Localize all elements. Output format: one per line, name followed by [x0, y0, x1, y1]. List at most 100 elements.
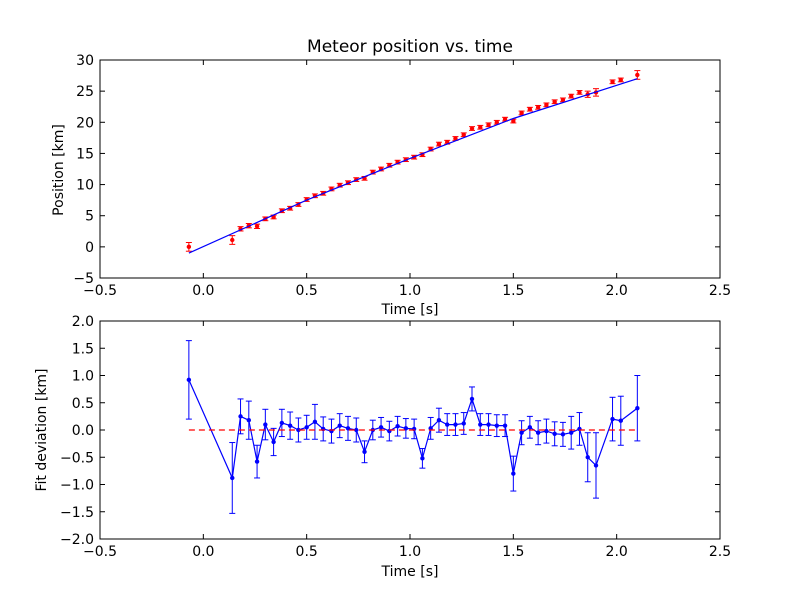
- position-data-point: [576, 90, 583, 95]
- marker: [552, 431, 557, 437]
- deviation-x-tick-label: 2.5: [709, 544, 731, 560]
- deviation-x-tick-label: 2.0: [606, 544, 628, 560]
- position-series-line: [188, 78, 638, 254]
- marker: [186, 377, 192, 383]
- position-data-point: [469, 126, 475, 131]
- marker: [519, 110, 524, 116]
- marker: [552, 99, 557, 104]
- marker: [354, 427, 359, 433]
- marker: [469, 126, 475, 131]
- position-y-tick-label: 5: [85, 209, 94, 225]
- position-data-point: [609, 79, 616, 85]
- deviation-data-point: [502, 414, 509, 438]
- deviation-x-tick-label: 0.5: [296, 544, 318, 560]
- deviation-data-point: [485, 413, 492, 436]
- marker: [453, 422, 458, 427]
- marker: [618, 77, 623, 83]
- position-axes-ticks: −0.5 0.0 0.5 1.0 1.5 2.0 2.5 −5 0 5 10 15 20 25 30: [73, 53, 731, 299]
- marker: [635, 406, 640, 411]
- position-y-tick-label: 0: [85, 240, 94, 256]
- deviation-x-tick-label: 1.5: [502, 544, 524, 560]
- marker: [569, 430, 574, 435]
- deviation-data-point: [386, 420, 393, 442]
- marker: [445, 422, 450, 427]
- position-y-tick-label: −5: [73, 271, 94, 287]
- deviation-data-point: [345, 415, 351, 441]
- position-data-point: [526, 106, 533, 112]
- position-x-tick-label: 0.5: [296, 283, 318, 299]
- position-x-tick-label: 2.5: [709, 283, 731, 299]
- position-data-point: [229, 235, 236, 245]
- marker: [469, 396, 475, 402]
- deviation-data-point: [493, 414, 500, 438]
- deviation-data-point: [535, 420, 542, 446]
- deviation-data-point: [469, 386, 475, 412]
- marker: [271, 439, 276, 445]
- deviation-data-point: [311, 403, 318, 440]
- deviation-data-point: [185, 340, 192, 420]
- marker: [569, 93, 574, 99]
- deviation-data-point: [394, 415, 401, 437]
- marker: [519, 430, 524, 435]
- deviation-data-point: [568, 415, 575, 450]
- deviation-y-tick-label: 1.0: [72, 369, 94, 385]
- deviation-data-point: [452, 413, 459, 436]
- deviation-data-point: [419, 448, 426, 469]
- marker: [263, 422, 268, 427]
- marker: [230, 475, 235, 481]
- deviation-x-tick-label: −0.5: [83, 544, 117, 560]
- deviation-data-point: [262, 408, 269, 441]
- deviation-data-point: [435, 407, 442, 433]
- deviation-y-tick-label: −2.0: [60, 532, 94, 548]
- position-y-tick-label: 30: [76, 53, 94, 69]
- position-data-point: [535, 104, 542, 110]
- deviation-data-point: [510, 455, 517, 492]
- deviation-data-point: [617, 395, 624, 446]
- position-data-point: [435, 141, 442, 147]
- deviation-data-point: [543, 418, 550, 444]
- marker: [502, 423, 508, 428]
- position-axes-frame: [99, 59, 721, 279]
- position-x-tick-label: 1.5: [502, 283, 524, 299]
- position-x-tick-label: 2.0: [606, 283, 628, 299]
- deviation-x-tick-label: 1.0: [399, 544, 421, 560]
- deviation-panel: −0.5 0.0 0.5 1.0 1.5 2.0 2.5 −2.0 −1.5 −1.0 −0.5 0.…: [34, 314, 731, 580]
- marker: [618, 418, 623, 423]
- marker: [420, 456, 425, 461]
- deviation-data-point: [460, 412, 467, 435]
- marker: [279, 420, 285, 426]
- marker: [186, 244, 192, 250]
- position-data-point: [568, 93, 575, 99]
- marker: [585, 455, 590, 460]
- marker: [610, 79, 615, 85]
- marker: [436, 417, 442, 423]
- marker: [436, 141, 442, 147]
- deviation-data-point: [270, 427, 277, 457]
- position-data-point: [185, 241, 192, 252]
- position-data-point: [543, 102, 550, 108]
- marker: [610, 416, 615, 422]
- deviation-data-point: [254, 444, 261, 479]
- deviation-data-point: [353, 417, 360, 443]
- marker: [304, 425, 309, 430]
- position-panel: Meteor position vs. time −0.5 0.0 0.5 1.0 1.…: [51, 37, 731, 318]
- deviation-data-point: [576, 412, 583, 446]
- marker: [254, 224, 260, 229]
- marker: [494, 120, 499, 125]
- marker: [511, 471, 516, 476]
- marker: [478, 125, 483, 130]
- marker: [230, 237, 235, 243]
- position-data-point: [617, 77, 624, 83]
- marker: [486, 122, 491, 127]
- deviation-data-point: [609, 396, 616, 442]
- deviation-data-point: [444, 413, 451, 436]
- deviation-data-point: [303, 414, 310, 440]
- marker: [535, 430, 541, 435]
- position-y-axis-label: Position [km]: [51, 124, 67, 216]
- deviation-data-point: [287, 411, 294, 440]
- position-data-point: [510, 118, 517, 124]
- marker: [296, 427, 301, 433]
- deviation-data-point: [361, 440, 368, 464]
- deviation-data-point: [551, 421, 558, 447]
